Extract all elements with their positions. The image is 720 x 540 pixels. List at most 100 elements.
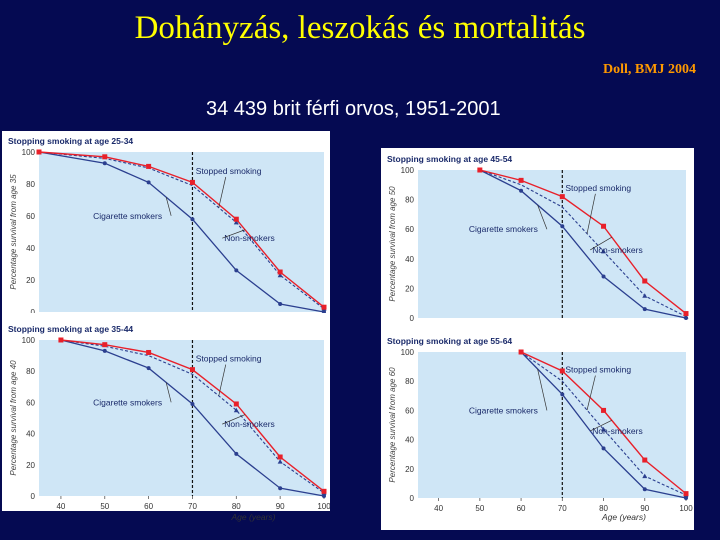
series-non-smokers-point (601, 223, 607, 229)
y-tick-label: 40 (405, 255, 414, 264)
leader-smokers (165, 197, 172, 216)
label-stopped-smoking: Stopped smoking (565, 365, 631, 375)
series-non-smokers-point (277, 454, 283, 460)
y-tick-label: 40 (26, 244, 35, 253)
series-smokers-line (479, 169, 687, 319)
y-tick-label: 80 (405, 377, 414, 386)
x-tick-label: 60 (144, 502, 153, 511)
y-tick-label: 60 (26, 398, 35, 407)
series-smokers-point (146, 180, 151, 185)
leader-smokers (537, 368, 548, 411)
series-non-smokers-point (277, 269, 283, 275)
slide-subtitle: 34 439 brit férfi orvos, 1951-2001 (206, 98, 501, 120)
plot-area (39, 152, 324, 312)
label-cigarette-smokers: Cigarette smokers (469, 405, 538, 415)
slide-title: Dohányzás, leszokás és mortalitás (134, 10, 586, 46)
label-non-smokers: Non-smokers (224, 233, 275, 243)
leader-stopped (218, 176, 227, 208)
y-axis-label: Percentage survival from age 35 (9, 174, 18, 290)
series-smokers-point (234, 451, 239, 456)
x-tick-label: 80 (599, 504, 608, 513)
y-tick-label: 20 (26, 461, 35, 470)
series-non-smokers-point (518, 177, 524, 183)
series-non-smokers-point (146, 163, 152, 169)
x-tick-label: 90 (276, 502, 285, 511)
series-smokers-point (560, 224, 565, 229)
y-tick-label: 0 (31, 308, 36, 313)
series-smokers-point (519, 188, 524, 193)
leader-non-smokers (222, 414, 246, 425)
y-tick-label: 20 (405, 465, 414, 474)
series-smokers-point (322, 494, 326, 498)
x-tick-label: 70 (188, 502, 197, 511)
series-smokers-point (601, 446, 606, 451)
chart-stop-35-44: Stopping smoking at age 35-44 0 20 40 60 80 10… (8, 324, 330, 522)
y-tick-label: 100 (22, 336, 36, 345)
series-smokers-point (322, 310, 326, 313)
label-stopped-smoking: Stopped smoking (196, 166, 262, 176)
leader-smokers (537, 204, 548, 230)
plot-area (418, 352, 686, 498)
series-stopped-point (601, 426, 607, 432)
leader-stopped (586, 375, 596, 411)
x-tick-label: 100 (317, 502, 330, 511)
y-axis-label: Percentage survival from age 40 (9, 360, 18, 476)
series-non-smokers-point (642, 457, 648, 463)
series-stopped-point (642, 473, 648, 479)
series-smokers-point (278, 302, 283, 306)
series-non-smokers-line (479, 169, 687, 315)
y-tick-label: 60 (26, 212, 35, 221)
series-non-smokers-point (477, 167, 483, 173)
series-non-smokers-point (233, 401, 239, 407)
x-tick-label: 40 (434, 504, 443, 513)
series-non-smokers-point (601, 407, 607, 413)
series-smokers-point (642, 307, 647, 312)
x-tick-label: 40 (56, 502, 65, 511)
series-non-smokers-point (683, 491, 689, 497)
y-tick-label: 20 (26, 276, 35, 285)
series-non-smokers-point (518, 349, 524, 355)
y-axis-label: Percentage survival from age 50 (388, 186, 397, 302)
label-non-smokers: Non-smokers (592, 426, 643, 436)
y-tick-label: 20 (405, 284, 414, 293)
series-stopped-line (479, 169, 687, 318)
label-stopped-smoking: Stopped smoking (565, 183, 631, 193)
series-non-smokers-point (102, 342, 108, 348)
series-non-smokers-point (559, 368, 565, 374)
series-smokers-point (102, 161, 107, 166)
label-cigarette-smokers: Cigarette smokers (469, 224, 538, 234)
series-smokers-point (278, 486, 283, 491)
series-non-smokers-point (559, 194, 565, 200)
label-non-smokers: Non-smokers (224, 419, 275, 429)
y-tick-label: 40 (26, 430, 35, 439)
chart-stop-25-34: Stopping smoking at age 25-34 0 20 40 60 80 10… (8, 136, 327, 313)
series-stopped-point (601, 248, 607, 254)
leader-non-smokers (222, 229, 246, 239)
y-tick-label: 60 (405, 406, 414, 415)
series-smokers-point (234, 268, 239, 273)
series-smokers-point (102, 348, 107, 353)
series-smokers-point (190, 401, 195, 406)
label-stopped-smoking: Stopped smoking (196, 354, 262, 364)
series-smokers-point (146, 366, 151, 371)
chart-title: Stopping smoking at age 55-64 (387, 336, 512, 346)
y-tick-label: 0 (31, 492, 36, 501)
series-stopped-point (277, 459, 283, 464)
series-stopped-line (520, 351, 687, 496)
series-smokers-point (560, 392, 565, 397)
x-tick-label: 60 (517, 504, 526, 513)
x-tick-label: 70 (558, 504, 567, 513)
y-tick-label: 100 (401, 348, 415, 357)
leader-stopped (586, 193, 596, 234)
plot-area (39, 340, 324, 496)
chart-title: Stopping smoking at age 45-54 (387, 154, 512, 164)
leader-smokers (165, 382, 172, 403)
y-tick-label: 80 (405, 196, 414, 205)
chart-title: Stopping smoking at age 25-34 (8, 136, 133, 146)
series-non-smokers-point (189, 367, 195, 373)
series-stopped-point (233, 407, 239, 413)
y-tick-label: 100 (22, 148, 36, 157)
y-tick-label: 0 (410, 314, 415, 323)
series-smokers-point (642, 487, 647, 492)
label-non-smokers: Non-smokers (592, 245, 643, 255)
